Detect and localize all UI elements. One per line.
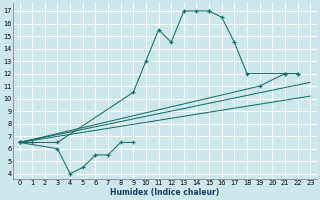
X-axis label: Humidex (Indice chaleur): Humidex (Indice chaleur) [110,188,220,197]
